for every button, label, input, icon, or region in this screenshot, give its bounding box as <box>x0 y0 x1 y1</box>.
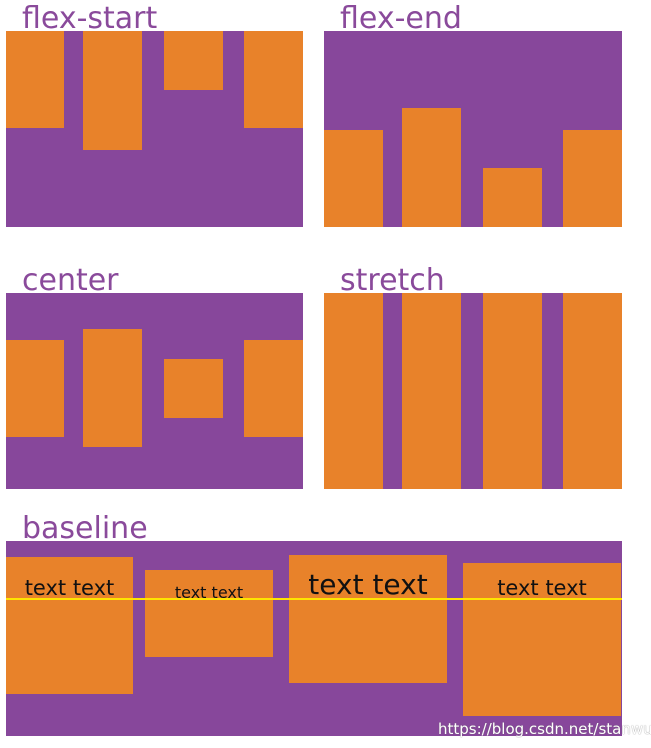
stretch-label: stretch <box>340 263 445 298</box>
stretch-item-4 <box>563 293 622 489</box>
flex-end-panel <box>324 31 622 227</box>
stretch-item-2 <box>402 293 461 489</box>
stretch-panel <box>324 293 622 489</box>
flex-start-item-1 <box>6 31 64 128</box>
flex-end-item-2 <box>402 108 461 227</box>
center-item-4 <box>244 340 303 437</box>
baseline-item-4: text text <box>463 563 621 716</box>
center-item-1 <box>6 340 64 437</box>
baseline-guide-line <box>6 598 622 600</box>
baseline-item-1: text text <box>6 557 133 694</box>
baseline-item-3: text text <box>289 555 447 683</box>
stretch-item-3 <box>483 293 542 489</box>
baseline-item-4-text: text text <box>497 576 587 600</box>
flex-start-label: flex-start <box>22 1 158 36</box>
flex-end-item-4 <box>563 130 622 227</box>
flex-start-item-4 <box>244 31 303 128</box>
baseline-label: baseline <box>22 511 148 546</box>
baseline-item-3-text: text text <box>308 568 428 601</box>
center-panel <box>6 293 303 489</box>
center-label: center <box>22 263 119 298</box>
flex-end-item-3 <box>483 168 542 227</box>
watermark: https://blog.csdn.net/stanwuc <box>438 720 651 738</box>
center-item-3 <box>164 359 223 418</box>
flex-start-item-2 <box>83 31 142 150</box>
center-item-2 <box>83 329 142 447</box>
baseline-panel: text text text text text text text text <box>6 541 622 736</box>
flex-end-label: flex-end <box>340 1 462 36</box>
baseline-item-1-text: text text <box>24 576 115 600</box>
flex-start-item-3 <box>164 31 223 90</box>
stretch-item-1 <box>324 293 383 489</box>
baseline-item-2-text: text text <box>174 583 244 602</box>
flex-end-item-1 <box>324 130 383 227</box>
flex-start-panel <box>6 31 303 227</box>
baseline-item-2: text text <box>145 570 273 657</box>
